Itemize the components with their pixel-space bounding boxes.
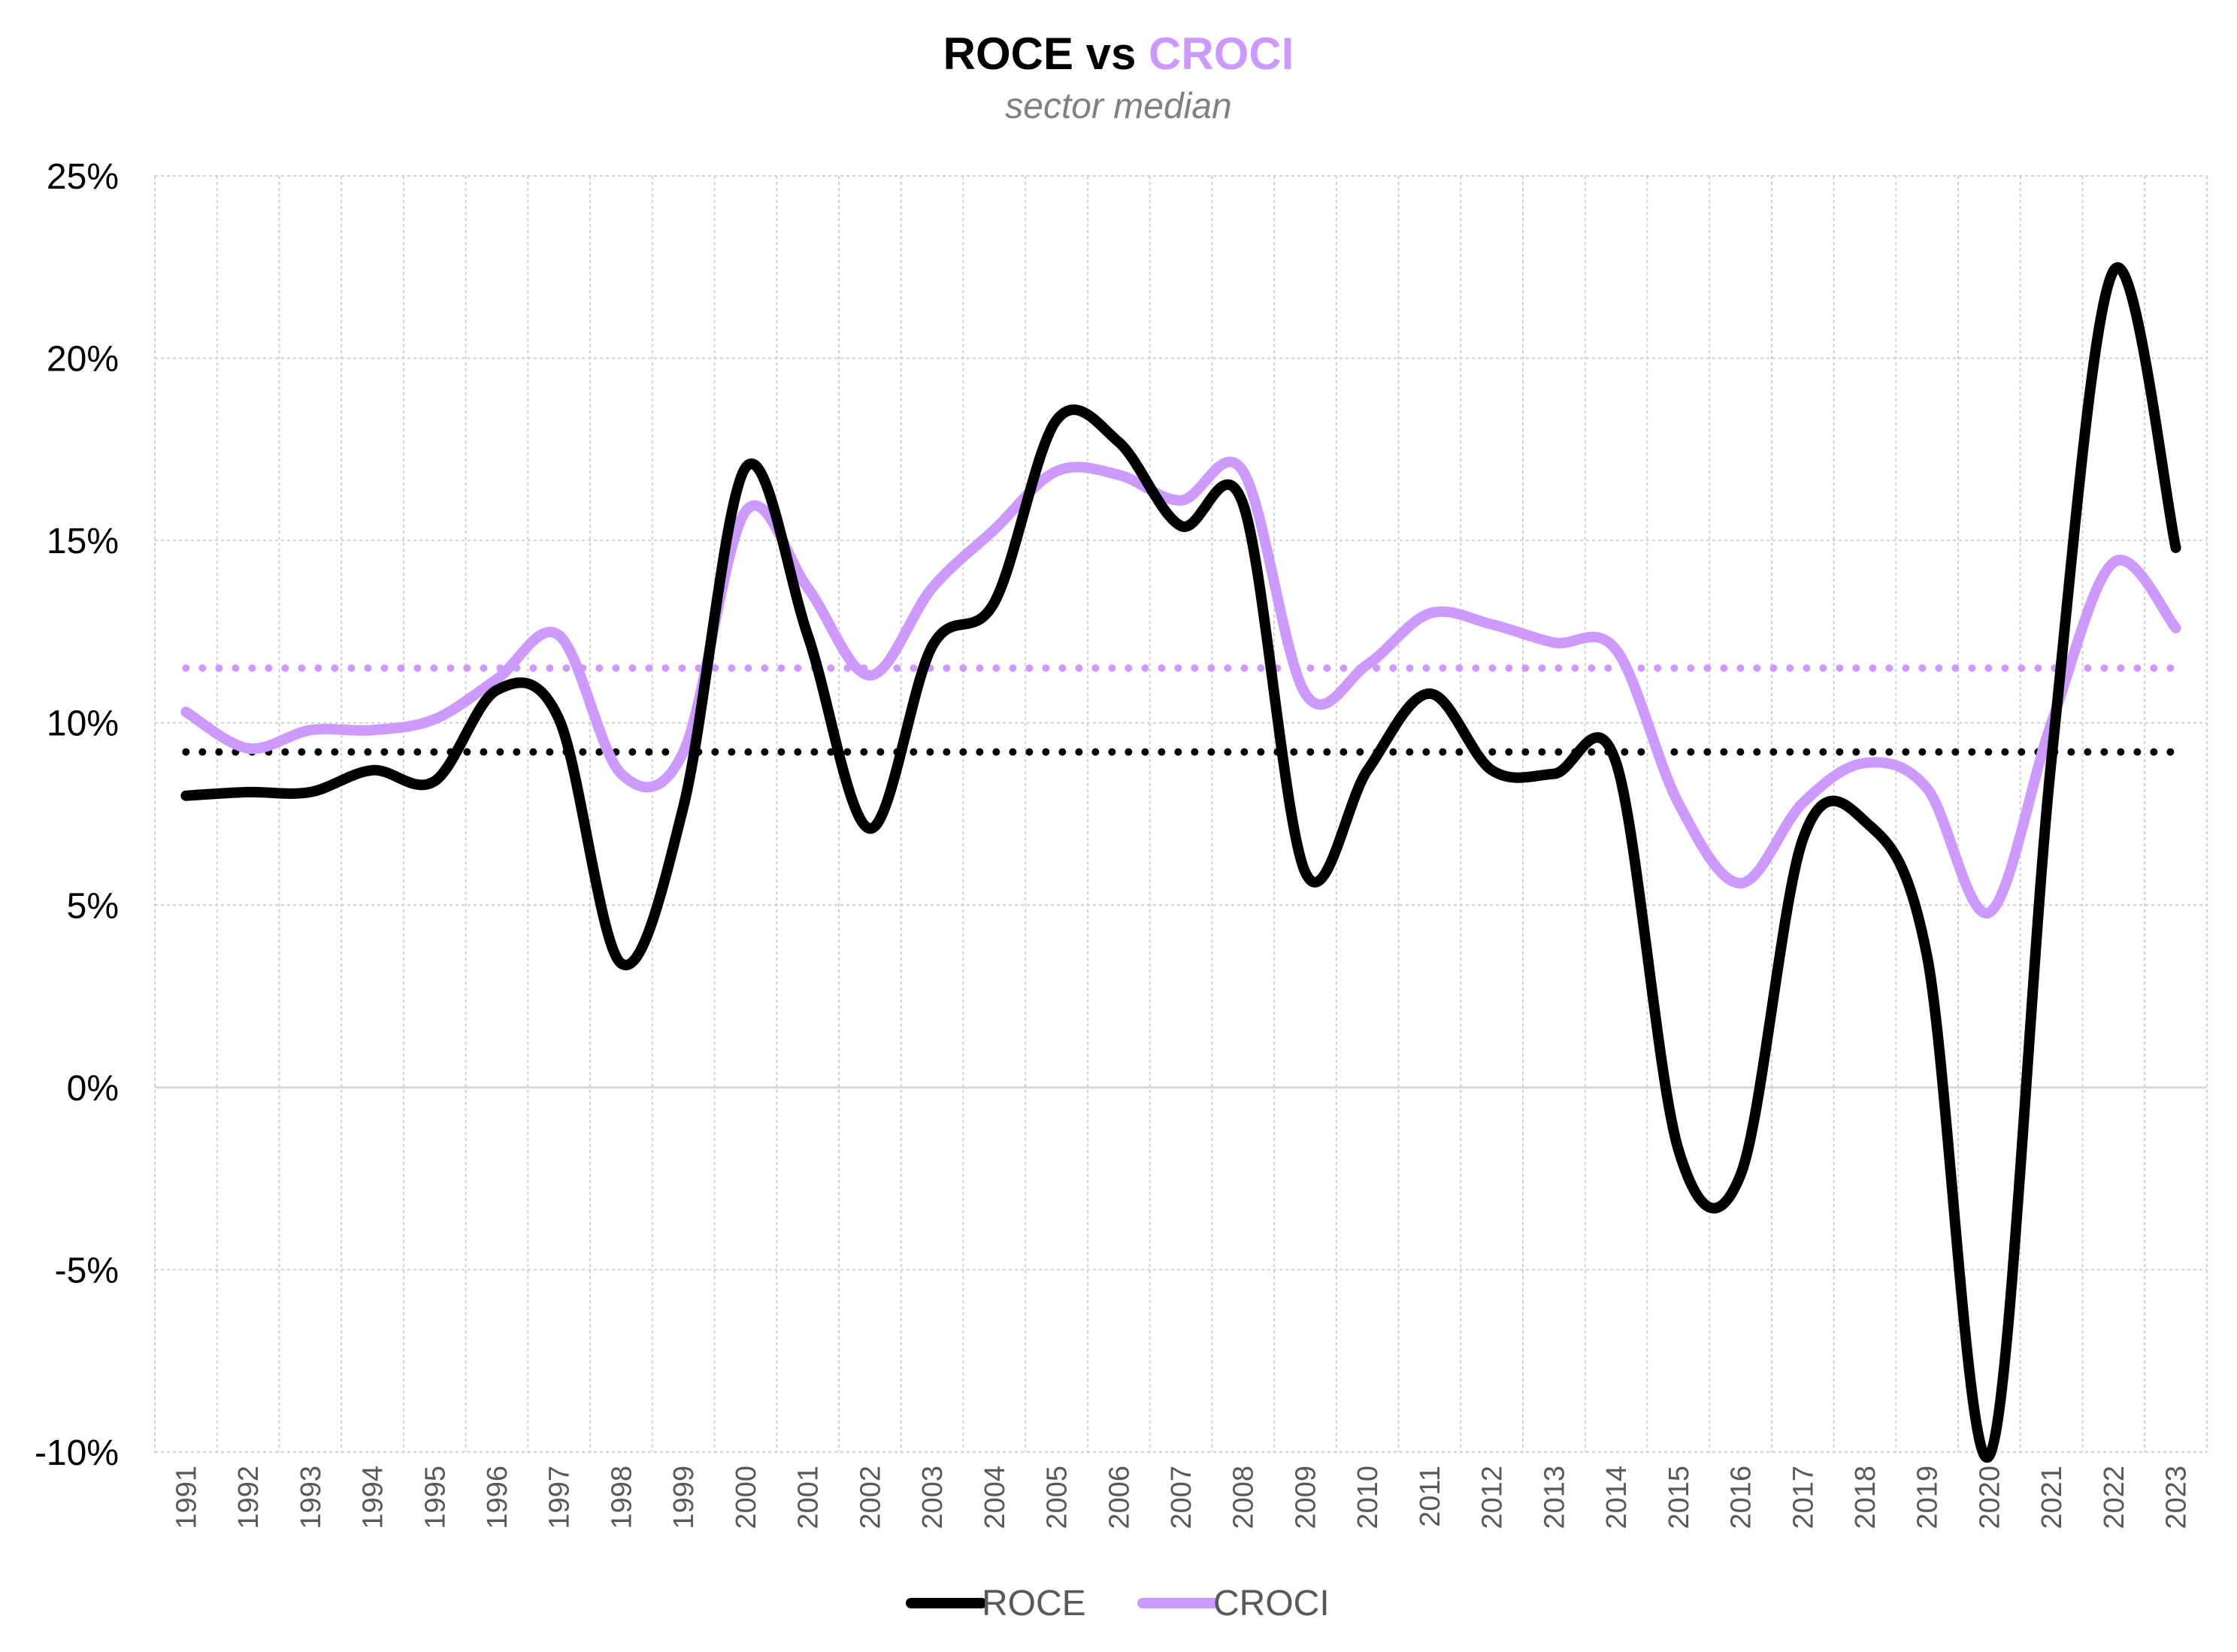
x-tick-label: 1994 <box>358 1466 389 1529</box>
y-tick-label: 20% <box>47 340 119 380</box>
x-tick-label: 2005 <box>1042 1466 1073 1529</box>
x-tick-label: 1993 <box>295 1466 327 1529</box>
x-tick-label: 2003 <box>917 1466 949 1529</box>
x-tick-label: 1996 <box>482 1466 513 1529</box>
x-tick-label: 1995 <box>419 1466 451 1529</box>
x-tick-label: 2002 <box>855 1466 886 1529</box>
series-line-croci <box>180 456 2181 918</box>
title-part-roce: ROCE <box>943 29 1073 79</box>
x-tick-label: 2011 <box>1415 1466 1446 1527</box>
x-tick-label: 2019 <box>1912 1466 1944 1529</box>
x-tick-label: 2022 <box>2099 1466 2130 1529</box>
x-tick-label: 1999 <box>668 1466 700 1529</box>
x-tick-label: 2013 <box>1539 1466 1570 1529</box>
chart-title: ROCE vs CROCI <box>943 29 1294 79</box>
series-line-roce <box>180 262 2181 1463</box>
x-tick-label: 2007 <box>1166 1466 1197 1529</box>
legend-label-croci: CROCI <box>1213 1584 1330 1623</box>
y-tick-label: -5% <box>55 1251 119 1290</box>
x-tick-label: 2018 <box>1850 1466 1881 1529</box>
x-tick-label: 2023 <box>2161 1466 2193 1529</box>
x-tick-label: 1992 <box>233 1466 265 1529</box>
x-tick-label: 2008 <box>1228 1466 1260 1529</box>
x-tick-label: 2017 <box>1787 1466 1819 1529</box>
x-tick-label: 2012 <box>1477 1466 1509 1529</box>
y-tick-label: 0% <box>67 1069 119 1109</box>
x-tick-label: 2010 <box>1352 1466 1384 1529</box>
x-tick-label: 2016 <box>1726 1466 1757 1529</box>
x-tick-label: 2001 <box>793 1466 825 1529</box>
x-tick-label: 2004 <box>979 1466 1011 1529</box>
y-tick-label: 5% <box>67 886 119 926</box>
x-tick-label: 1998 <box>606 1466 637 1529</box>
x-tick-label: 2006 <box>1103 1466 1135 1529</box>
legend: ROCE CROCI <box>906 1584 1330 1623</box>
series-lines <box>180 262 2181 1463</box>
x-tick-label: 2020 <box>1974 1466 2005 1529</box>
y-tick-label: -10% <box>35 1433 119 1473</box>
x-tick-label: 1997 <box>544 1466 576 1529</box>
chart-subtitle: sector median <box>1005 86 1231 126</box>
y-tick-label: 15% <box>47 522 119 561</box>
y-tick-label: 25% <box>47 157 119 197</box>
y-tick-label: 10% <box>47 704 119 744</box>
y-axis: -10% -5% 0% 5% 10% 15% 20% 25% <box>35 157 119 1473</box>
x-tick-label: 2009 <box>1290 1466 1321 1529</box>
x-tick-label: 2014 <box>1601 1466 1633 1529</box>
x-axis: 1991 1992 1993 1994 1995 1996 1997 1998 1999 2000… <box>171 1466 2192 1529</box>
x-tick-label: 2015 <box>1663 1466 1695 1529</box>
title-part-vs: vs <box>1073 29 1149 79</box>
x-tick-label: 2000 <box>731 1466 762 1529</box>
x-tick-label: 1991 <box>171 1466 202 1529</box>
grid <box>154 175 2208 1453</box>
x-tick-label: 2021 <box>2036 1466 2068 1529</box>
title-part-croci: CROCI <box>1149 29 1294 79</box>
reference-lines <box>182 664 2180 756</box>
legend-label-roce: ROCE <box>982 1584 1086 1623</box>
